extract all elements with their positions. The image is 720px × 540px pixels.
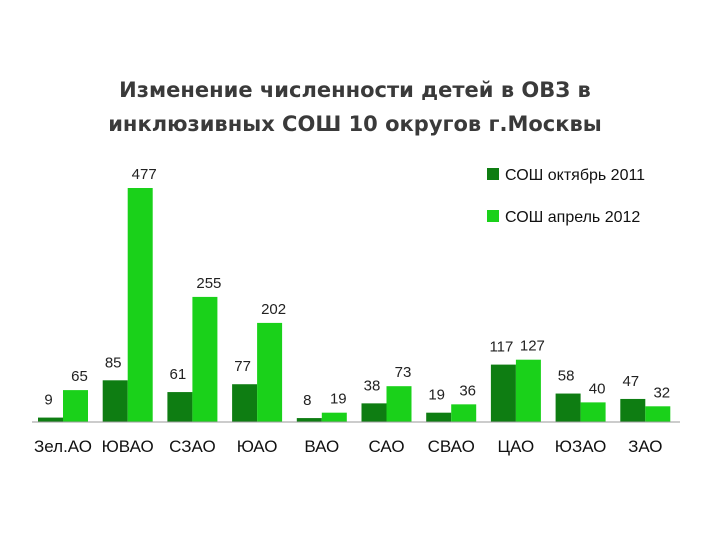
bar-2011-3 (232, 384, 258, 422)
data-label-2012-6: 36 (459, 382, 476, 399)
data-label-2012-7: 127 (520, 338, 545, 355)
bar-2011-2 (167, 392, 193, 422)
category-label-0: Зел.АО (34, 437, 92, 456)
data-label-2011-4: 8 (303, 392, 311, 409)
bar-2011-9 (620, 398, 646, 422)
bar-2012-4 (321, 412, 347, 422)
bar-2012-8 (580, 402, 606, 422)
bar-2011-4 (296, 418, 322, 422)
category-label-3: ЮАО (237, 437, 278, 456)
bar-2012-7 (515, 359, 541, 422)
data-label-2012-9: 32 (653, 384, 670, 401)
category-label-1: ЮВАО (102, 437, 154, 456)
bar-2012-9 (645, 406, 671, 422)
data-label-2011-7: 117 (489, 339, 513, 356)
data-label-2011-2: 61 (170, 366, 187, 383)
data-label-2012-5: 73 (395, 364, 412, 381)
category-label-2: СЗАО (169, 437, 216, 456)
legend-swatch-2011 (487, 168, 499, 180)
bar-2012-6 (451, 404, 477, 422)
bar-2011-0 (38, 417, 63, 422)
bars (38, 188, 671, 422)
bar-2012-5 (386, 386, 412, 422)
bar-2012-0 (63, 390, 88, 422)
chart-title-line-1: Изменение численности детей в ОВЗ в (119, 78, 591, 102)
legend-label-2012: СОШ апрель 2012 (505, 209, 640, 226)
legend-swatch-2012 (487, 210, 499, 222)
data-label-2011-0: 9 (44, 392, 52, 409)
bar-2011-6 (426, 412, 452, 422)
data-label-2011-3: 77 (234, 358, 251, 375)
data-label-2011-6: 19 (428, 387, 445, 404)
bar-2012-1 (127, 188, 153, 422)
category-label-9: ЗАО (628, 437, 662, 456)
category-label-7: ЦАО (498, 437, 535, 456)
data-label-2011-1: 85 (105, 354, 122, 371)
data-label-2011-9: 47 (622, 373, 639, 390)
data-label-2011-5: 38 (364, 377, 381, 394)
bar-2011-5 (361, 403, 387, 422)
bar-2011-8 (555, 393, 581, 422)
bar-2011-1 (102, 380, 128, 422)
bar-2011-7 (490, 364, 516, 422)
bar-2012-3 (257, 322, 283, 422)
data-label-2012-2: 255 (196, 275, 221, 292)
data-label-2012-1: 477 (132, 166, 157, 183)
data-labels: 9 65 85 477 61 255 77 202 8 19 38 73 19 36 117 127 58 40 4… (44, 166, 670, 409)
data-label-2011-8: 58 (558, 368, 575, 385)
data-label-2012-8: 40 (589, 380, 606, 397)
category-label-8: ЮЗАО (555, 437, 607, 456)
legend-label-2011: СОШ октябрь 2011 (505, 167, 645, 184)
chart-title-line-2: инклюзивных СОШ 10 округов г.Москвы (108, 112, 602, 136)
category-labels: Зел.АО ЮВАО СЗАО ЮАО ВАО САО СВАО ЦАО ЮЗАО ЗАО (34, 437, 663, 456)
category-label-4: ВАО (304, 437, 339, 456)
bar-2012-2 (192, 296, 218, 422)
data-label-2012-3: 202 (261, 301, 286, 318)
data-label-2012-4: 19 (330, 391, 347, 408)
category-label-5: САО (368, 437, 404, 456)
data-label-2012-0: 65 (71, 368, 88, 385)
legend: СОШ октябрь 2011 СОШ апрель 2012 (487, 167, 645, 226)
category-label-6: СВАО (428, 437, 475, 456)
